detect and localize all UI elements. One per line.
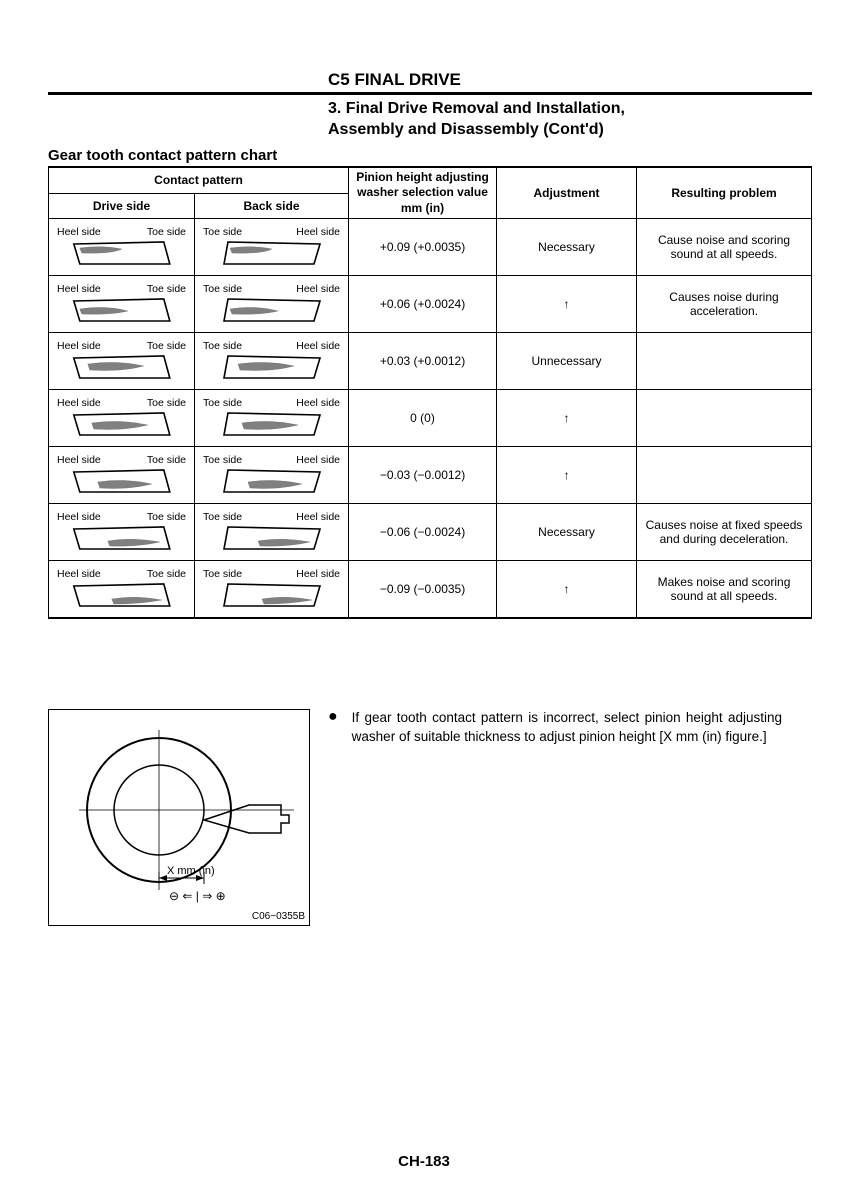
section-subtitle: 3. Final Drive Removal and Installation,… bbox=[328, 99, 812, 141]
drive-pattern-cell: Heel side Toe side bbox=[49, 447, 195, 504]
table-row: Heel side Toe side Toe side Heel side +0.06 … bbox=[49, 276, 812, 333]
title-rule bbox=[48, 92, 812, 95]
adjustment-value: Necessary bbox=[497, 504, 637, 561]
hdr-pinion-l2: washer selection value bbox=[357, 185, 488, 199]
heel-label: Heel side bbox=[57, 454, 101, 466]
hdr-pinion-l1: Pinion height adjusting bbox=[356, 170, 489, 184]
note-block: X mm (in) ⊖ ⇐ | ⇒ ⊕ C06−0355B ● If gear … bbox=[48, 709, 812, 926]
subtitle-line-1: 3. Final Drive Removal and Installation, bbox=[328, 100, 625, 117]
toe-label: Toe side bbox=[203, 340, 242, 352]
resulting-problem: Causes noise at fixed speeds and during … bbox=[637, 504, 812, 561]
toe-label: Toe side bbox=[203, 511, 242, 523]
back-pattern-cell: Toe side Heel side bbox=[195, 276, 349, 333]
toe-label: Toe side bbox=[203, 283, 242, 295]
table-row: Heel side Toe side Toe side Heel side −0.03 … bbox=[49, 447, 812, 504]
heel-label: Heel side bbox=[296, 511, 340, 523]
back-pattern-cell: Toe side Heel side bbox=[195, 390, 349, 447]
hdr-back-side: Back side bbox=[195, 193, 349, 219]
back-pattern-cell: Toe side Heel side bbox=[195, 561, 349, 619]
chart-title: Gear tooth contact pattern chart bbox=[48, 147, 812, 164]
back-pattern-cell: Toe side Heel side bbox=[195, 219, 349, 276]
figure-reference: C06−0355B bbox=[252, 911, 305, 922]
drive-pattern-cell: Heel side Toe side bbox=[49, 333, 195, 390]
resulting-problem: Cause noise and scoring sound at all spe… bbox=[637, 219, 812, 276]
adjustment-value: Necessary bbox=[497, 219, 637, 276]
page-number: CH-183 bbox=[0, 1153, 848, 1170]
toe-label: Toe side bbox=[147, 568, 186, 580]
adjustment-value: ↑ bbox=[497, 390, 637, 447]
table-row: Heel side Toe side Toe side Heel side −0.06 … bbox=[49, 504, 812, 561]
pinion-value: +0.03 (+0.0012) bbox=[349, 333, 497, 390]
heel-label: Heel side bbox=[57, 226, 101, 238]
resulting-problem: Causes noise during acceleration. bbox=[637, 276, 812, 333]
heel-label: Heel side bbox=[296, 454, 340, 466]
resulting-problem bbox=[637, 390, 812, 447]
resulting-problem bbox=[637, 333, 812, 390]
bullet-icon: ● bbox=[328, 709, 338, 745]
adjustment-value: ↑ bbox=[497, 561, 637, 619]
toe-label: Toe side bbox=[147, 283, 186, 295]
pinion-value: −0.09 (−0.0035) bbox=[349, 561, 497, 619]
toe-label: Toe side bbox=[147, 511, 186, 523]
adjustment-value: ↑ bbox=[497, 276, 637, 333]
hdr-contact-pattern: Contact pattern bbox=[49, 167, 349, 193]
heel-label: Heel side bbox=[57, 340, 101, 352]
drive-pattern-cell: Heel side Toe side bbox=[49, 561, 195, 619]
drive-pattern-cell: Heel side Toe side bbox=[49, 276, 195, 333]
pinion-figure: X mm (in) ⊖ ⇐ | ⇒ ⊕ C06−0355B bbox=[48, 709, 310, 926]
toe-label: Toe side bbox=[203, 397, 242, 409]
hdr-drive-side: Drive side bbox=[49, 193, 195, 219]
hdr-pinion-l3: mm (in) bbox=[401, 201, 444, 215]
adjustment-value: Unnecessary bbox=[497, 333, 637, 390]
heel-label: Heel side bbox=[296, 568, 340, 580]
subtitle-line-2: Assembly and Disassembly (Cont'd) bbox=[328, 121, 604, 138]
back-pattern-cell: Toe side Heel side bbox=[195, 447, 349, 504]
drive-pattern-cell: Heel side Toe side bbox=[49, 219, 195, 276]
back-pattern-cell: Toe side Heel side bbox=[195, 333, 349, 390]
heel-label: Heel side bbox=[296, 226, 340, 238]
hdr-adjustment: Adjustment bbox=[497, 167, 637, 219]
fig-symbols: ⊖ ⇐ | ⇒ ⊕ bbox=[169, 889, 226, 903]
heel-label: Heel side bbox=[57, 283, 101, 295]
hdr-pinion: Pinion height adjusting washer selection… bbox=[349, 167, 497, 219]
heel-label: Heel side bbox=[296, 283, 340, 295]
pattern-table: Contact pattern Pinion height adjusting … bbox=[48, 166, 812, 620]
pinion-value: +0.06 (+0.0024) bbox=[349, 276, 497, 333]
hdr-resulting-problem: Resulting problem bbox=[637, 167, 812, 219]
table-row: Heel side Toe side Toe side Heel side 0 (0)↑ bbox=[49, 390, 812, 447]
toe-label: Toe side bbox=[147, 397, 186, 409]
pinion-value: −0.03 (−0.0012) bbox=[349, 447, 497, 504]
heel-label: Heel side bbox=[296, 397, 340, 409]
pinion-value: 0 (0) bbox=[349, 390, 497, 447]
toe-label: Toe side bbox=[147, 340, 186, 352]
toe-label: Toe side bbox=[203, 226, 242, 238]
table-row: Heel side Toe side Toe side Heel side +0.09 … bbox=[49, 219, 812, 276]
toe-label: Toe side bbox=[203, 454, 242, 466]
bullet-content: If gear tooth contact pattern is incorre… bbox=[352, 709, 782, 745]
back-pattern-cell: Toe side Heel side bbox=[195, 504, 349, 561]
drive-pattern-cell: Heel side Toe side bbox=[49, 504, 195, 561]
toe-label: Toe side bbox=[147, 226, 186, 238]
table-row: Heel side Toe side Toe side Heel side +0.03 … bbox=[49, 333, 812, 390]
heel-label: Heel side bbox=[296, 340, 340, 352]
document-title: C5 FINAL DRIVE bbox=[328, 70, 812, 90]
drive-pattern-cell: Heel side Toe side bbox=[49, 390, 195, 447]
bullet-note: ● If gear tooth contact pattern is incor… bbox=[328, 709, 812, 745]
heel-label: Heel side bbox=[57, 511, 101, 523]
pinion-value: +0.09 (+0.0035) bbox=[349, 219, 497, 276]
heel-label: Heel side bbox=[57, 397, 101, 409]
resulting-problem: Makes noise and scoring sound at all spe… bbox=[637, 561, 812, 619]
toe-label: Toe side bbox=[147, 454, 186, 466]
adjustment-value: ↑ bbox=[497, 447, 637, 504]
toe-label: Toe side bbox=[203, 568, 242, 580]
resulting-problem bbox=[637, 447, 812, 504]
pinion-value: −0.06 (−0.0024) bbox=[349, 504, 497, 561]
table-row: Heel side Toe side Toe side Heel side −0.09 … bbox=[49, 561, 812, 619]
heel-label: Heel side bbox=[57, 568, 101, 580]
fig-x-label: X mm (in) bbox=[167, 865, 215, 877]
